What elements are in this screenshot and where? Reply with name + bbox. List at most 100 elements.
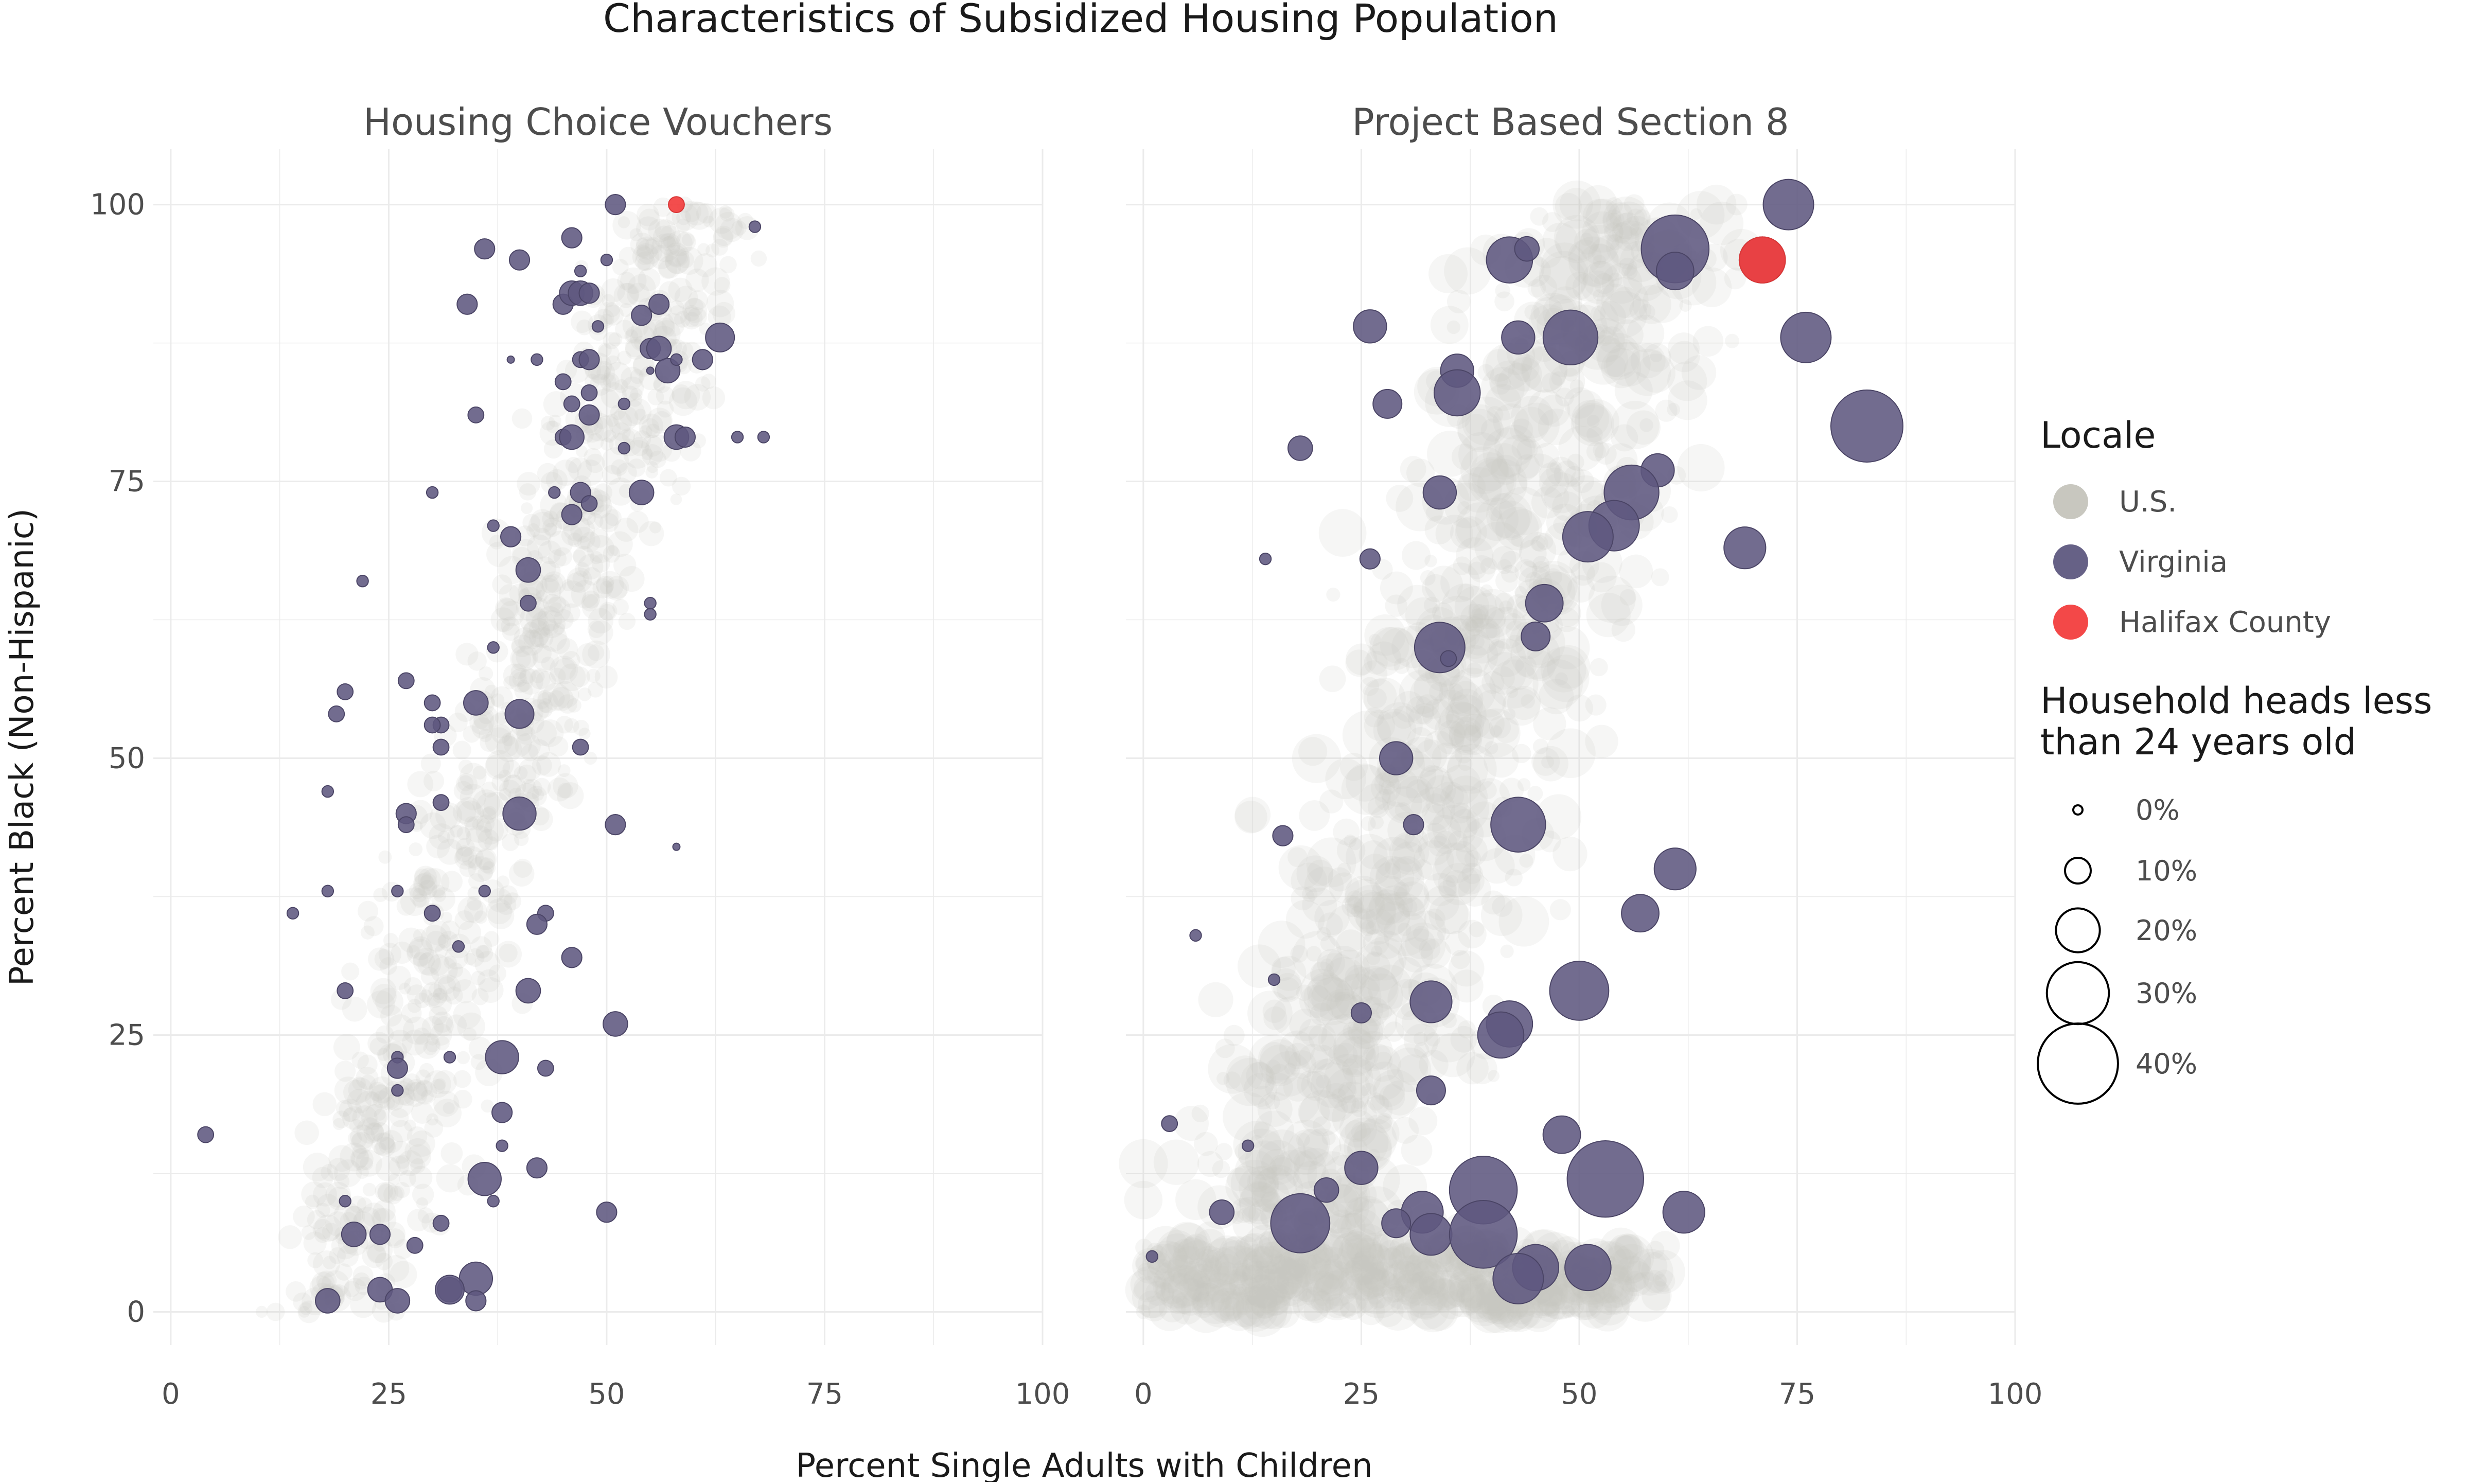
us-point <box>307 1210 326 1229</box>
us-point <box>1377 711 1412 746</box>
us-point <box>540 416 556 431</box>
us-point <box>396 896 416 916</box>
us-point <box>1353 891 1397 934</box>
us-point <box>478 977 504 1003</box>
us-point <box>1585 725 1618 758</box>
us-point <box>1601 1235 1651 1285</box>
us-point <box>355 1150 382 1177</box>
us-point <box>1460 645 1490 675</box>
us-point <box>1204 1284 1216 1297</box>
us-point <box>1168 1268 1206 1306</box>
us-point <box>1576 1286 1601 1312</box>
us-point <box>1418 1264 1453 1298</box>
virginia-point <box>1379 741 1414 775</box>
us-point <box>407 771 434 798</box>
us-point <box>1342 895 1364 917</box>
us-point <box>1261 1149 1293 1181</box>
us-point <box>543 391 570 417</box>
us-point <box>1441 785 1490 833</box>
us-point <box>1243 1296 1266 1320</box>
us-point <box>1555 219 1599 263</box>
us-point <box>1331 1088 1346 1103</box>
us-point <box>1375 1286 1420 1331</box>
us-point <box>528 511 557 541</box>
us-point <box>1457 473 1486 502</box>
us-point <box>1214 1240 1259 1284</box>
us-point <box>499 600 525 627</box>
us-point <box>1581 270 1615 304</box>
us-point <box>1325 1293 1350 1318</box>
us-point <box>343 1206 365 1228</box>
us-point <box>356 1067 379 1090</box>
us-point <box>523 622 540 639</box>
us-point <box>1485 343 1532 390</box>
us-point <box>1272 1274 1290 1292</box>
us-point <box>611 459 628 476</box>
us-point <box>1344 1196 1390 1242</box>
us-point <box>1256 1249 1287 1280</box>
us-point <box>294 1120 319 1145</box>
us-point <box>314 1227 330 1243</box>
us-point <box>448 962 464 978</box>
us-point <box>332 1110 350 1128</box>
us-point <box>1590 306 1606 322</box>
us-point <box>1346 643 1378 675</box>
us-point <box>1661 506 1678 523</box>
us-point <box>621 376 644 400</box>
us-point <box>352 1076 366 1090</box>
us-point <box>1439 675 1478 714</box>
us-point <box>495 597 518 620</box>
us-point <box>636 236 659 260</box>
us-point <box>701 267 730 296</box>
us-point <box>1473 1275 1487 1288</box>
us-point <box>1160 1273 1202 1315</box>
us-point <box>1424 566 1463 604</box>
us-point <box>1267 1251 1311 1295</box>
us-point <box>1511 436 1536 460</box>
us-point <box>1471 708 1521 758</box>
us-point <box>1265 1051 1311 1097</box>
us-point <box>1500 944 1514 958</box>
us-point <box>1307 859 1334 887</box>
us-point <box>1284 1146 1327 1189</box>
us-point <box>1338 1266 1367 1296</box>
us-point <box>1365 1062 1404 1101</box>
us-point <box>1413 1032 1428 1046</box>
us-point <box>1438 701 1484 748</box>
us-point <box>386 1090 414 1118</box>
us-point <box>360 925 375 940</box>
us-point <box>435 944 448 958</box>
us-point <box>628 392 643 407</box>
us-point <box>1507 357 1542 392</box>
us-point <box>433 1016 454 1036</box>
us-point <box>1197 1151 1224 1177</box>
virginia-point <box>487 1195 500 1208</box>
us-point <box>511 634 534 657</box>
us-point <box>455 773 478 796</box>
us-point <box>1402 541 1431 570</box>
us-point <box>1337 862 1352 877</box>
virginia-point <box>1403 814 1424 836</box>
us-point <box>1538 1291 1550 1303</box>
us-point <box>1314 1264 1345 1294</box>
us-point <box>1571 1287 1604 1320</box>
us-point <box>1373 837 1416 879</box>
us-point <box>424 1118 444 1138</box>
virginia-point <box>1723 526 1767 570</box>
us-point <box>617 350 632 365</box>
us-point <box>375 1156 401 1181</box>
us-point <box>672 476 691 496</box>
us-point <box>1262 999 1286 1023</box>
us-point <box>1515 655 1537 677</box>
us-point <box>661 313 685 337</box>
us-point <box>1193 1229 1227 1263</box>
us-point <box>684 384 711 411</box>
us-point <box>1494 373 1509 387</box>
us-point <box>1567 239 1602 274</box>
virginia-point <box>424 694 441 712</box>
us-point <box>1402 897 1425 921</box>
us-point <box>555 716 573 734</box>
us-point <box>1424 515 1454 545</box>
us-point <box>1225 1165 1267 1208</box>
us-point <box>1374 1115 1392 1133</box>
